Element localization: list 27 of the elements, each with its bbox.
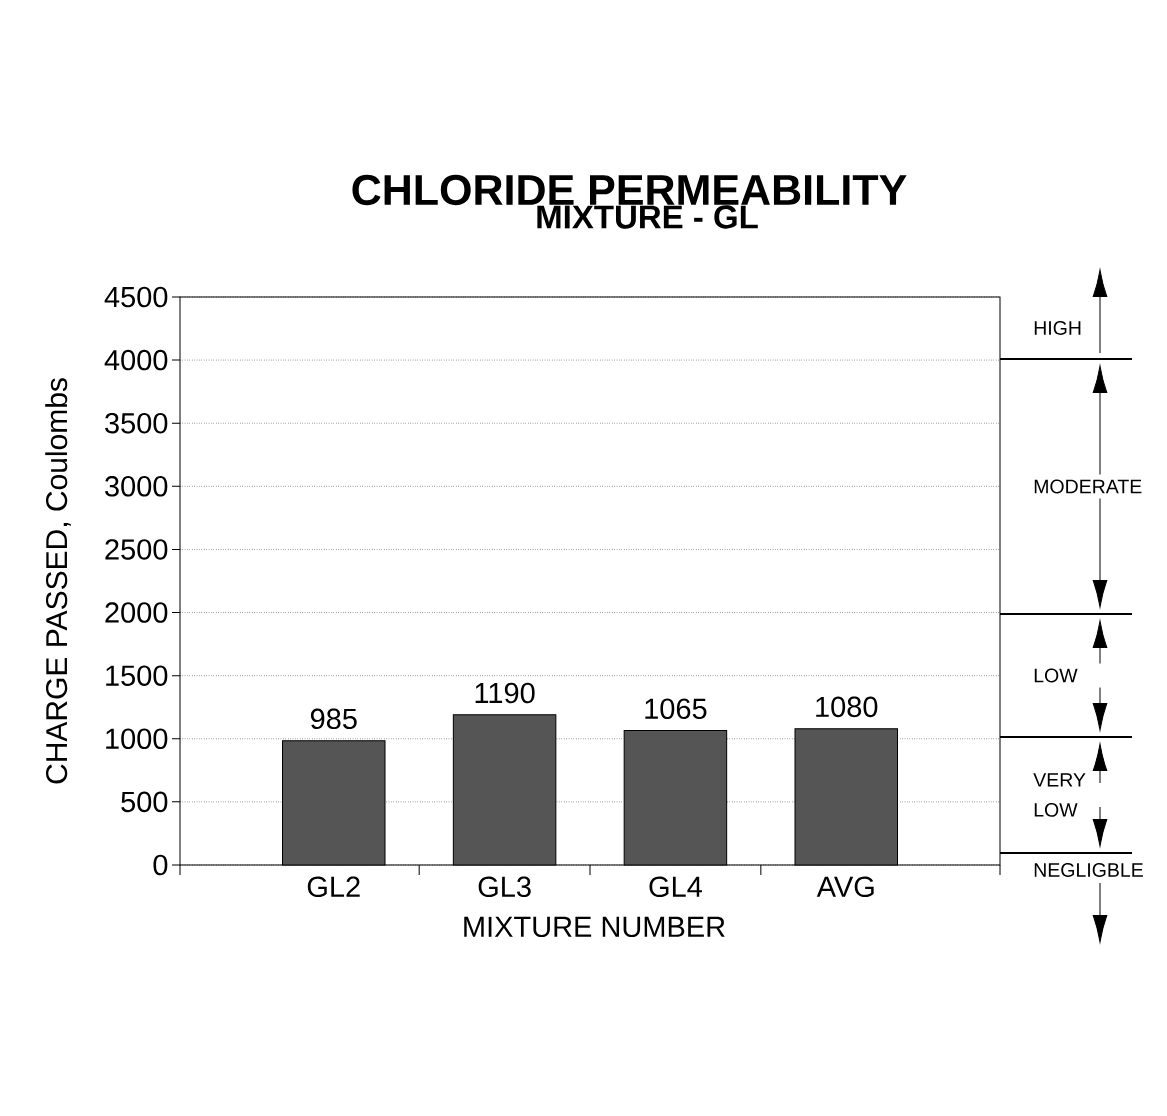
y-tick-label: 4500 bbox=[104, 286, 168, 308]
y-tick-label: 0 bbox=[153, 854, 168, 876]
x-tick-label: GL3 bbox=[478, 876, 531, 898]
x-axis-title: MIXTURE NUMBER bbox=[464, 916, 725, 938]
y-tick-label: 2500 bbox=[105, 539, 168, 560]
x-tick-label: GL2 bbox=[307, 876, 360, 898]
data-label: 1190 bbox=[475, 682, 535, 704]
y-tick-label: 3000 bbox=[105, 476, 168, 497]
text: HIGH bbox=[1034, 321, 1081, 335]
data-label: 1080 bbox=[816, 696, 878, 718]
data-label: 1065 bbox=[645, 698, 707, 720]
y-tick-label: 4000 bbox=[104, 349, 168, 371]
y-tick-label: 1000 bbox=[106, 728, 168, 750]
y-tick-label: 3500 bbox=[105, 412, 168, 434]
x-tick-label: AVG bbox=[816, 876, 874, 898]
text: LOW bbox=[1034, 668, 1078, 683]
chart-title: CHLORIDE PERMEABILITY bbox=[352, 174, 907, 206]
text: MODERATE bbox=[1034, 479, 1142, 494]
chart-subtitle: MIXTURE - GL bbox=[537, 205, 758, 229]
text: VERY LOW bbox=[1033, 773, 1086, 817]
y-axis-title: CHARGE PASSED, Coulombs bbox=[45, 378, 71, 784]
x-tick-label: GL4 bbox=[649, 876, 702, 898]
y-tick-label: 500 bbox=[121, 791, 168, 813]
y-tick-label: 2000 bbox=[105, 602, 168, 623]
data-label: 985 bbox=[310, 708, 357, 730]
text: NEGLIGBLE bbox=[1034, 863, 1143, 877]
y-tick-label: 1500 bbox=[106, 665, 168, 686]
